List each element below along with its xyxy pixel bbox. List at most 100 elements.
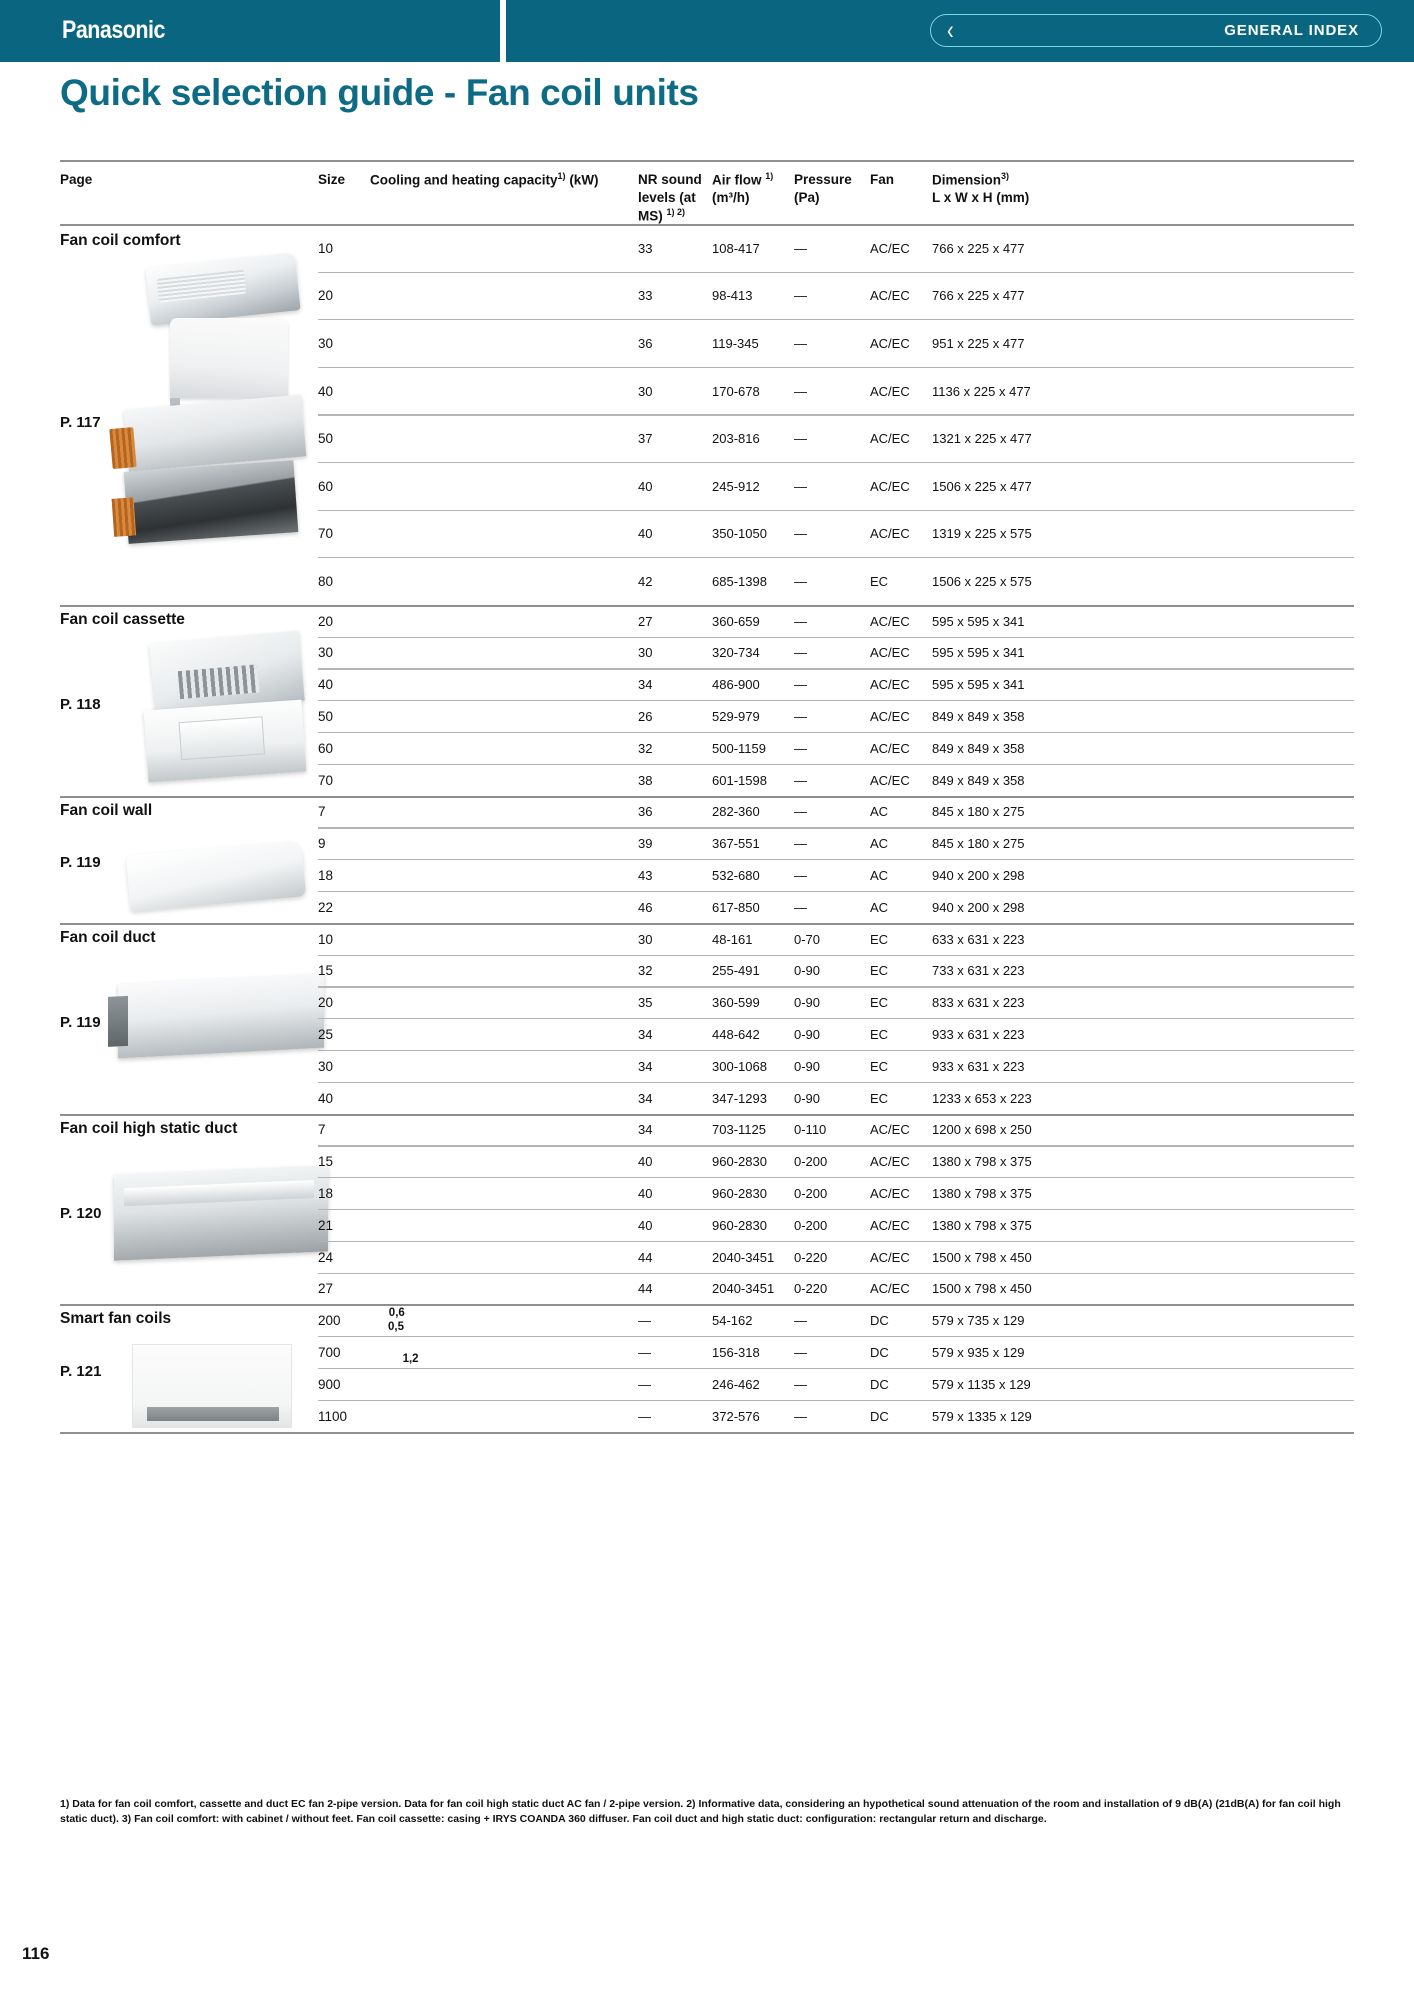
cell-pressure: — [794, 574, 807, 589]
header-nr-l3: MS) [638, 208, 663, 224]
cell-dimension: 579 x 1335 x 129 [932, 1408, 1032, 1424]
cell-size: 200 [318, 1313, 341, 1329]
heating-capacity-bar: 6,7 [370, 1129, 524, 1142]
table-bottom-rule [60, 1431, 1354, 1434]
duct-unit-photo [118, 973, 324, 1059]
cooling-capacity-bar: 1,5 [370, 1338, 405, 1351]
cell-dimension: 1136 x 225 x 477 [932, 383, 1031, 399]
capacity-bar-group: 2,1 2,6 [370, 956, 1070, 983]
cell-pressure: — [794, 526, 807, 542]
section-photo [60, 1332, 318, 1429]
capacity-bar-group: 6,1 6,8 [370, 702, 1070, 729]
cooling-capacity-bar: 6,1 [370, 702, 510, 715]
cell-air-flow: 685-1398 [712, 574, 767, 589]
cell-nr-sound: 33 [638, 288, 653, 304]
cell-nr-sound: 30 [638, 931, 653, 947]
cell-pressure: — [794, 383, 807, 399]
cell-pressure: — [794, 645, 807, 661]
cell-air-flow: 48-161 [712, 931, 753, 947]
heating-capacity-bar: 5,2 [370, 438, 490, 451]
heating-capacity-bar: 1,7 [370, 811, 409, 824]
cell-dimension: 849 x 849 x 358 [932, 772, 1025, 788]
cell-pressure: 0-200 [794, 1186, 828, 1202]
cell-dimension: 940 x 200 x 298 [932, 868, 1025, 884]
capacity-bar-group: 4,7 5,3 [370, 670, 1070, 697]
row-divider [318, 1336, 1354, 1338]
cell-fan: AC/EC [870, 1154, 910, 1170]
cell-fan: EC [870, 931, 889, 947]
cell-nr-sound: 40 [638, 478, 653, 494]
cell-air-flow: 529-979 [712, 709, 760, 725]
cell-fan: AC/EC [870, 772, 910, 788]
capacity-bar-group: 2,5 2,8 [370, 829, 1070, 856]
cooling-capacity-bar: 4,7 [370, 670, 478, 683]
cooling-capacity-label: 5,6 [478, 1115, 495, 1128]
cell-dimension: 845 x 180 x 275 [932, 804, 1025, 820]
cell-fan: AC/EC [870, 478, 910, 494]
row-divider [318, 859, 1354, 861]
row-divider [318, 890, 1354, 893]
general-index-button[interactable]: ‹ GENERAL INDEX [930, 14, 1382, 47]
cell-air-flow: 156-318 [712, 1345, 760, 1361]
wall-unit-photo [125, 840, 307, 912]
cell-dimension: 1500 x 798 x 450 [932, 1249, 1032, 1265]
cell-size: 700 [318, 1345, 341, 1361]
cell-air-flow: 246-462 [712, 1376, 760, 1392]
heating-capacity-label: 2,8 [414, 843, 431, 856]
cell-nr-sound: 27 [638, 613, 653, 629]
chevron-left-icon[interactable]: ‹ [947, 15, 954, 46]
cooling-capacity-bar: 7,2 [370, 734, 536, 747]
section-page-ref[interactable]: P. 118 [60, 696, 101, 713]
section-page-ref[interactable]: P. 119 [60, 1013, 101, 1031]
section-page-ref[interactable]: P. 119 [60, 853, 101, 871]
cell-nr-sound: 42 [638, 574, 653, 589]
page-title: Quick selection guide - Fan coil units [60, 72, 699, 113]
table-section: Smart fan coils P. 121 200 0,6 0,5—54-162— DC… [60, 1304, 1354, 1431]
cell-size: 18 [318, 868, 334, 884]
high-static-duct-unit-photo [114, 1164, 328, 1261]
heating-capacity-bar: 18,0 [370, 1193, 784, 1206]
cell-air-flow: 347-1293 [712, 1090, 767, 1106]
cell-dimension: 633 x 631 x 223 [932, 931, 1025, 947]
cooling-capacity-bar: 3,2 [370, 234, 444, 247]
cell-size: 20 [318, 995, 334, 1011]
heating-capacity-label: 2,6 [409, 970, 426, 983]
cooling-capacity-label: 0,6 [388, 1306, 405, 1319]
cell-size: 80 [318, 574, 334, 589]
cell-fan: AC [870, 804, 889, 820]
row-divider [318, 1177, 1354, 1179]
cell-fan: AC/EC [870, 1186, 910, 1202]
cell-nr-sound: 44 [638, 1281, 653, 1297]
cell-pressure: 0-90 [794, 1058, 821, 1074]
cell-pressure: — [794, 836, 807, 852]
header-capacity-sup: 1) [557, 171, 566, 181]
cell-air-flow: 960-2830 [712, 1154, 767, 1170]
cell-pressure: 0-70 [794, 931, 821, 947]
section-page-ref[interactable]: P. 121 [60, 1362, 102, 1380]
cell-nr-sound: 34 [638, 677, 653, 693]
capacity-bar-group: 1,5 1,8 [370, 925, 1070, 952]
section-page-ref[interactable]: P. 117 [60, 414, 101, 432]
panasonic-logo: Panasonic [62, 16, 165, 44]
cooling-capacity-label: 7,2 [515, 734, 532, 747]
header-nr-sound: NR sound levels (at MS) 1) 2) [638, 171, 712, 225]
cell-fan: EC [870, 574, 889, 589]
table-header-row: Page Size Cooling and heating capacity1)… [60, 162, 1354, 224]
cell-dimension: 1380 x 798 x 375 [932, 1154, 1032, 1170]
section-title: Fan coil high static duct [60, 1119, 238, 1137]
cooling-capacity-bar: 13,3 [370, 1147, 676, 1160]
section-page-ref[interactable]: P. 120 [60, 1204, 102, 1222]
cell-size: 21 [318, 1217, 334, 1233]
section-title: Fan coil cassette [60, 610, 185, 628]
cooling-capacity-bar: 2,5 [370, 829, 428, 842]
cooling-capacity-label: 2,5 [407, 1402, 424, 1415]
heating-capacity-label: 1,2 [402, 1352, 419, 1365]
capacity-bar-group: 5,0 5,2 [370, 424, 1070, 451]
header-nr-sup: 1) 2) [666, 206, 686, 217]
cooling-capacity-bar: 4,8 [370, 1052, 480, 1065]
cooling-capacity-bar: 8,4 [370, 567, 563, 580]
header-air-flow: Air flow 1) (m³/h) [712, 171, 794, 207]
cooling-capacity-bar: 21,2 [370, 1243, 858, 1256]
cell-size: 40 [318, 383, 334, 399]
cell-air-flow: 119-345 [712, 336, 759, 351]
